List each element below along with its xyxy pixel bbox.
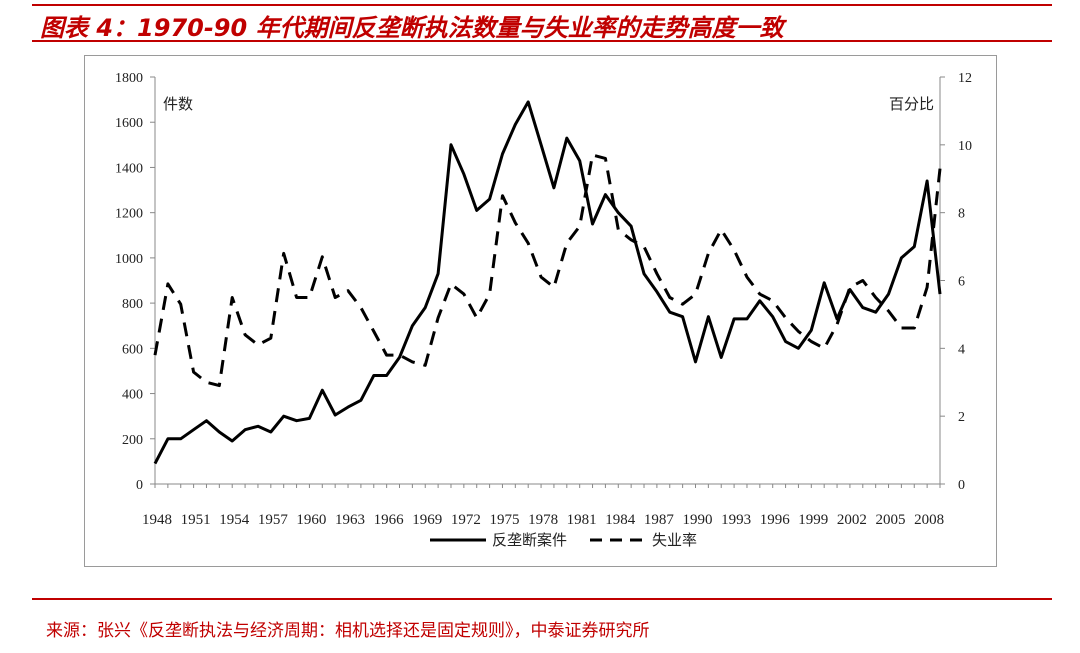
x-tick-label: 1969 xyxy=(412,512,442,528)
series-line-unemployment xyxy=(153,153,942,388)
left-tick-label: 1400 xyxy=(115,161,143,176)
x-tick-label: 1999 xyxy=(798,512,828,528)
right-tick-label: 8 xyxy=(958,207,965,222)
legend-label: 反垄断案件 xyxy=(492,531,567,549)
left-tick-label: 0 xyxy=(136,478,143,493)
left-tick-label: 800 xyxy=(122,297,143,312)
x-tick-label: 1966 xyxy=(374,512,405,528)
left-tick-label: 200 xyxy=(122,433,143,448)
left-tick-label: 1200 xyxy=(115,207,143,222)
x-tick-label: 1954 xyxy=(219,512,250,528)
x-tick-label: 2005 xyxy=(876,512,906,528)
x-tick-label: 1978 xyxy=(528,512,558,528)
right-tick-label: 10 xyxy=(958,139,972,154)
right-tick-label: 2 xyxy=(958,410,965,425)
x-tick-label: 1981 xyxy=(567,512,597,528)
series-line-antitrust-cases xyxy=(153,100,942,465)
x-tick-label: 1996 xyxy=(760,512,791,528)
chart-title: 图表 4：1970-90 年代期间反垄断执法数量与失业率的走势高度一致 xyxy=(40,14,784,42)
footer-divider xyxy=(32,598,1052,600)
left-tick-label: 1000 xyxy=(115,252,143,267)
chart-frame: 0 200 400 600 800 1000 1200 1400 1600 1800 0 2 4 6 8 10… xyxy=(84,55,997,567)
x-tick-label: 1957 xyxy=(258,512,289,528)
right-tick-label: 12 xyxy=(958,71,972,86)
x-tick-label: 1993 xyxy=(721,512,751,528)
right-tick-label: 4 xyxy=(958,342,965,357)
left-axis-unit: 件数 xyxy=(163,96,193,113)
left-tick-label: 600 xyxy=(122,342,143,357)
x-tick-label: 1960 xyxy=(296,512,326,528)
x-tick-label: 1984 xyxy=(605,512,636,528)
x-tick-label: 1990 xyxy=(682,512,712,528)
x-tick-label: 1975 xyxy=(489,512,519,528)
x-tick-label: 2002 xyxy=(837,512,867,528)
right-axis-unit: 百分比 xyxy=(889,96,934,113)
source-note: 来源：张兴《反垄断执法与经济周期：相机选择还是固定规则》，中泰证券研究所 xyxy=(46,621,650,641)
legend-label: 失业率 xyxy=(652,531,697,549)
x-tick-label: 1951 xyxy=(181,512,211,528)
left-tick-label: 1800 xyxy=(115,71,143,86)
x-tick-label: 1972 xyxy=(451,512,481,528)
x-tick-label: 1963 xyxy=(335,512,365,528)
left-tick-label: 400 xyxy=(122,388,143,403)
x-tick-label: 2008 xyxy=(914,512,944,528)
chart-svg: 0 200 400 600 800 1000 1200 1400 1600 1800 0 2 4 6 8 10… xyxy=(115,71,972,549)
title-bar: 图表 4：1970-90 年代期间反垄断执法数量与失业率的走势高度一致 xyxy=(32,4,1052,42)
right-tick-label: 0 xyxy=(958,478,965,493)
left-tick-label: 1600 xyxy=(115,116,143,131)
right-tick-label: 6 xyxy=(958,275,965,290)
x-tick-label: 1987 xyxy=(644,512,675,528)
x-tick-label: 1948 xyxy=(142,512,172,528)
